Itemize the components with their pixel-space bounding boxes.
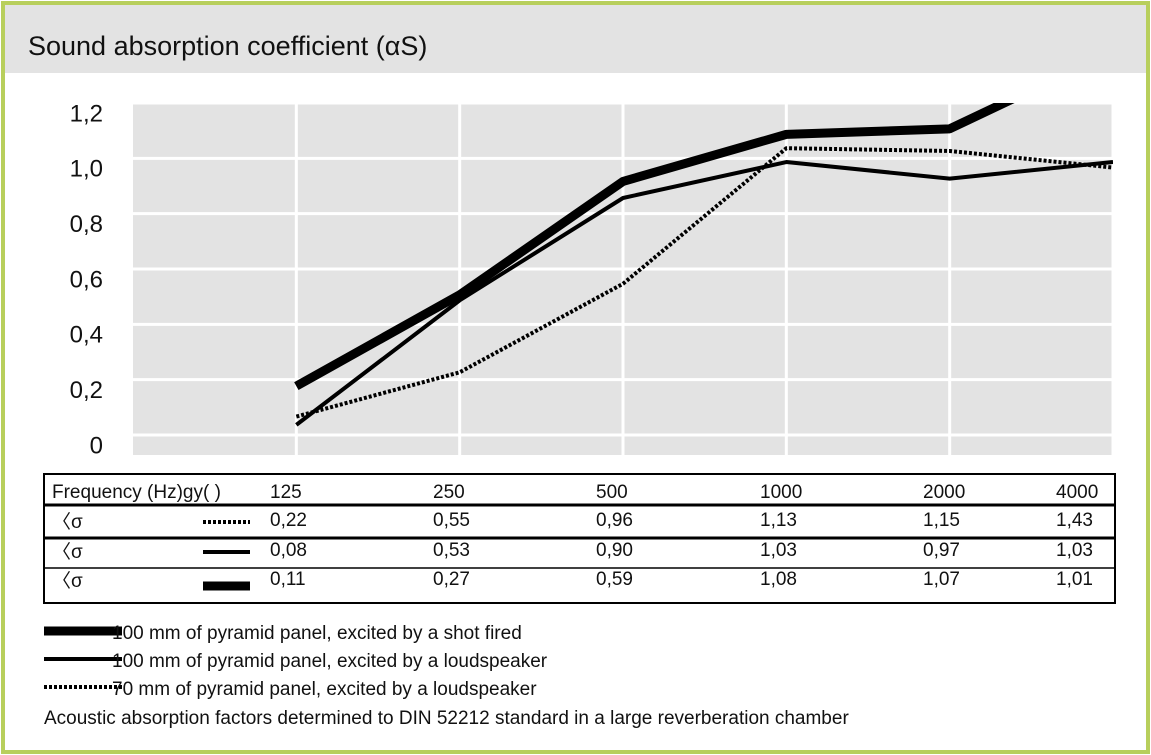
series-line: [295, 146, 1113, 419]
table-cell: 1,03: [760, 540, 797, 561]
series-line: [294, 103, 1015, 391]
table-cell: 1,13: [760, 510, 797, 531]
note: Acoustic absorption factors determined t…: [44, 708, 849, 729]
legend-label: 70 mm of pyramid panel, excited by a lou…: [112, 679, 537, 700]
header-band: [5, 5, 1146, 73]
table-cell: 0,22: [270, 510, 307, 531]
row-label: 〈σ: [52, 541, 83, 563]
table-cell: 0,96: [596, 510, 633, 531]
table-cell: 0,90: [596, 540, 633, 561]
table-cell: 0,97: [923, 540, 960, 561]
table-cell: 1,08: [760, 569, 797, 590]
table-cell: 1,01: [1056, 569, 1093, 590]
chart-title: Sound absorption coefficient (αS): [28, 31, 427, 61]
legend-label: 100 mm of pyramid panel, excited by a sh…: [112, 623, 522, 644]
table-cell: 1,03: [1056, 540, 1093, 561]
y-tick-label: 0: [90, 432, 103, 459]
table-header: Frequency (Hz)gy( ): [52, 482, 221, 503]
y-tick-label: 0,2: [70, 377, 103, 404]
table-header-cell: 500: [596, 482, 628, 503]
table-header-cell: 250: [433, 482, 465, 503]
table-cell: 0,53: [433, 540, 470, 561]
table-cell: 0,08: [270, 540, 307, 561]
series-line: [295, 160, 1113, 427]
y-tick-label: 0,4: [70, 322, 103, 349]
table-header-cell: 125: [270, 482, 302, 503]
table-header-cell: 2000: [923, 482, 965, 503]
y-tick-label: 1,0: [70, 156, 103, 183]
table-cell: 1,07: [923, 569, 960, 590]
y-tick-label: 1,2: [70, 100, 103, 127]
table-cell: 0,59: [596, 569, 633, 590]
table-header-cell: 1000: [760, 482, 802, 503]
row-label: 〈σ: [52, 511, 83, 533]
table-cell: 1,15: [923, 510, 960, 531]
table-cell: 0,27: [433, 569, 470, 590]
table-cell: 1,43: [1056, 510, 1093, 531]
row-label: 〈σ: [52, 570, 83, 592]
table-cell: 0,11: [270, 569, 306, 590]
y-tick-label: 0,8: [70, 211, 103, 238]
y-tick-label: 0,6: [70, 266, 103, 293]
legend-label: 100 mm of pyramid panel, excited by a lo…: [112, 651, 548, 672]
table-cell: 0,55: [433, 510, 470, 531]
table-header-cell: 4000: [1056, 482, 1098, 503]
